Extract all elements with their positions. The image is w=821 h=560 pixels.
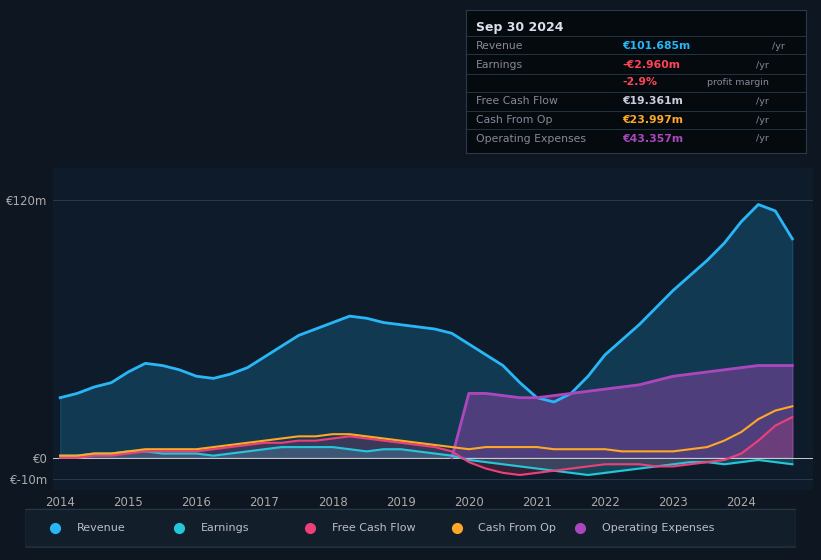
Text: €43.357m: €43.357m bbox=[622, 134, 683, 143]
FancyBboxPatch shape bbox=[25, 510, 796, 547]
Text: /yr: /yr bbox=[769, 42, 786, 51]
Text: €101.685m: €101.685m bbox=[622, 41, 690, 52]
Text: /yr: /yr bbox=[753, 134, 769, 143]
Text: /yr: /yr bbox=[753, 60, 769, 69]
Text: Revenue: Revenue bbox=[475, 41, 523, 52]
Text: Cash From Op: Cash From Op bbox=[479, 523, 557, 533]
Text: Free Cash Flow: Free Cash Flow bbox=[332, 523, 415, 533]
Text: -€2.960m: -€2.960m bbox=[622, 60, 681, 70]
Text: Operating Expenses: Operating Expenses bbox=[475, 134, 585, 143]
Text: Sep 30 2024: Sep 30 2024 bbox=[475, 21, 563, 34]
Text: €23.997m: €23.997m bbox=[622, 115, 683, 125]
Text: Operating Expenses: Operating Expenses bbox=[602, 523, 714, 533]
Text: Earnings: Earnings bbox=[475, 60, 523, 70]
Text: Revenue: Revenue bbox=[77, 523, 126, 533]
Text: profit margin: profit margin bbox=[704, 78, 769, 87]
Text: /yr: /yr bbox=[753, 97, 769, 106]
Text: €19.361m: €19.361m bbox=[622, 96, 683, 106]
Text: /yr: /yr bbox=[753, 115, 769, 124]
Text: -2.9%: -2.9% bbox=[622, 77, 658, 87]
Text: Earnings: Earnings bbox=[200, 523, 249, 533]
Text: Free Cash Flow: Free Cash Flow bbox=[475, 96, 557, 106]
Text: Cash From Op: Cash From Op bbox=[475, 115, 553, 125]
